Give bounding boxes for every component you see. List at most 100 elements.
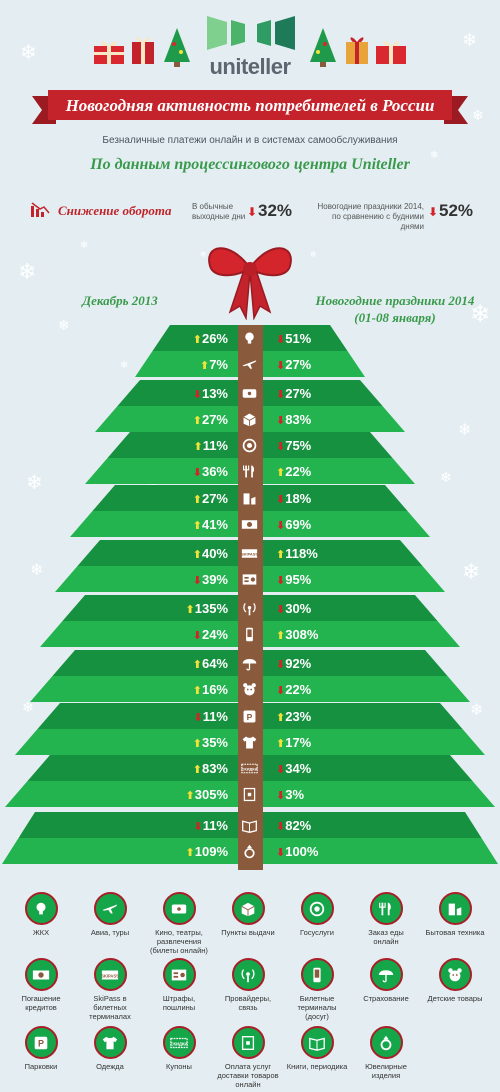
value-new-year: ⬆308%: [276, 627, 318, 642]
umbrella-icon: [369, 958, 403, 991]
ticket-icon: [241, 385, 260, 400]
arrow-up-icon: ⬆: [185, 790, 195, 802]
value-december: ⬆27%: [193, 412, 228, 427]
legend-item: Страхование: [355, 958, 417, 1003]
snowflake-icon: ❄: [470, 300, 491, 328]
value-new-year: ⬇27%: [276, 386, 311, 401]
legend-item: Книги, периодика: [286, 1026, 348, 1071]
government-icon: [241, 437, 260, 453]
signal-icon: [241, 600, 260, 616]
percent-value: 22%: [285, 464, 312, 479]
ticket-icon: [162, 892, 196, 925]
percent-value: 23%: [285, 709, 312, 724]
gift-icon: [346, 37, 368, 64]
arrow-up-icon: ⬆: [192, 685, 202, 697]
stat-value: 52%: [439, 201, 474, 220]
legend-item: Провайдеры, связь: [217, 958, 279, 1012]
christmas-tree-icon: [164, 28, 190, 67]
svg-text:P: P: [38, 1038, 44, 1048]
data-source: По данным процессингового центра Unitell…: [90, 156, 410, 173]
snowflake-icon: ❄: [26, 470, 43, 494]
umbrella-icon: [241, 655, 260, 671]
arrow-down-icon: ⬇: [276, 360, 286, 372]
percent-value: 27%: [201, 491, 228, 506]
value-december: ⬆305%: [186, 787, 228, 802]
appliance-icon: [438, 892, 472, 925]
value-new-year: ⬆118%: [276, 546, 318, 561]
arrow-up-icon: ⬆: [192, 415, 202, 427]
value-december: ⬇11%: [193, 818, 228, 833]
ring-icon: [241, 843, 260, 859]
legend-item: SKIPASS SkiPass в билетных терминалах: [79, 958, 141, 1021]
stat-note-line: В обычные: [192, 202, 234, 211]
percent-value: 35%: [201, 735, 228, 750]
percent-value: 64%: [201, 656, 228, 671]
christmas-tree-icon: [310, 28, 336, 67]
stat-note: Новогодние праздники 2014, по сравнению …: [312, 202, 424, 232]
value-new-year: ⬇92%: [276, 656, 311, 671]
legend-label: Билетные терминалы (досуг): [297, 994, 337, 1021]
page-title: Новогодняя активность потребителей в Рос…: [65, 96, 435, 115]
legend-label: Купоны: [166, 1062, 192, 1071]
snowflake-icon: ❄: [200, 250, 207, 259]
percent-value: 75%: [285, 438, 312, 453]
fine-icon: [162, 958, 196, 991]
delivery-icon: [231, 1026, 265, 1059]
svg-text:СКИДКИ: СКИДКИ: [242, 767, 258, 772]
arrow-down-icon: ⬇: [192, 575, 202, 587]
column-right-heading-line: Новогодние праздники 2014: [315, 293, 475, 308]
value-december: ⬆7%: [200, 357, 228, 372]
page-subtitle: Безналичные платежи онлайн и в системах …: [102, 135, 398, 146]
brand-name: uniteller: [209, 54, 291, 79]
arrow-up-icon: ⬆: [193, 441, 203, 453]
skipass-icon: SKIPASS: [93, 958, 127, 991]
arrow-down-icon: ⬇: [193, 821, 203, 833]
parking-icon: P: [241, 708, 260, 723]
teddy-icon: [438, 958, 472, 991]
title-ribbon: [32, 90, 468, 124]
legend-item: Билетные терминалы (досуг): [286, 958, 348, 1021]
snowflake-icon: ❄: [22, 700, 34, 716]
icon-legend: ЖКХ Авиа, туры Кино, театры, развлечения (…: [0, 880, 500, 1092]
percent-value: 95%: [285, 572, 312, 587]
snowflake-icon: ❄: [458, 420, 472, 439]
arrow-down-icon: ⬇: [193, 712, 203, 724]
appliance-icon: [241, 490, 260, 505]
percent-value: 11%: [202, 818, 228, 833]
snowflake-icon: ❄: [120, 360, 129, 371]
arrow-up-icon: ⬆: [185, 604, 195, 616]
bow-icon: [208, 247, 292, 320]
percent-value: 11%: [202, 709, 228, 724]
stat-note-line: выходные дни: [192, 212, 246, 221]
value-december: ⬇24%: [193, 627, 228, 642]
arrow-up-icon: ⬆: [276, 630, 286, 642]
arrow-up-icon: ⬆: [192, 549, 202, 561]
value-december: ⬆109%: [186, 844, 228, 859]
coupon-icon: СКИДКИ: [241, 760, 260, 775]
arrow-up-icon: ⬆: [276, 549, 286, 561]
arrow-down-icon: ⬇: [428, 205, 439, 219]
value-new-year: ⬇82%: [276, 818, 311, 833]
column-left-heading: Декабрь 2013: [82, 293, 158, 308]
snowflake-icon: ❄: [440, 470, 452, 486]
arrow-up-icon: ⬆: [192, 520, 202, 532]
arrow-down-icon: ⬇: [276, 575, 286, 587]
snowflake-icon: ❄: [462, 560, 481, 585]
legend-label: Госуслуги: [300, 928, 334, 937]
lightbulb-icon: [241, 330, 260, 345]
snowflake-icon: ❄: [470, 700, 484, 719]
snowflake-icon: ❄: [150, 480, 157, 489]
tshirt-icon: [93, 1026, 127, 1059]
snowflake-icon: ❄: [462, 30, 478, 51]
percent-value: 92%: [285, 656, 312, 671]
arrow-down-icon: ⬇: [192, 389, 202, 401]
percent-value: 39%: [201, 572, 228, 587]
legend-label: Страхование: [363, 994, 409, 1003]
percent-value: 40%: [201, 546, 228, 561]
legend-item: Авиа, туры: [79, 892, 141, 937]
svg-text:SKIPASS: SKIPASS: [241, 552, 258, 557]
arrow-up-icon: ⬆: [185, 847, 195, 859]
stat-value: 32%: [258, 201, 293, 220]
value-december: ⬆26%: [193, 331, 228, 346]
